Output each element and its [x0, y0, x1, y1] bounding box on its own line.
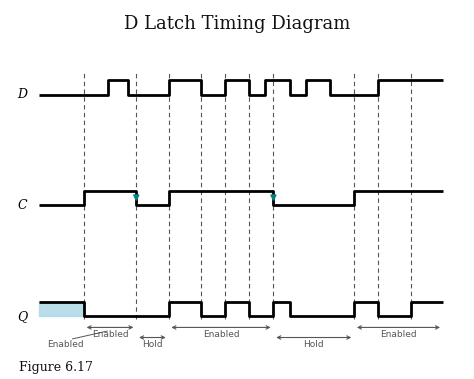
Text: Q: Q — [17, 310, 27, 323]
Text: Hold: Hold — [142, 340, 163, 349]
Text: D: D — [18, 88, 27, 101]
Text: Enabled: Enabled — [380, 330, 417, 339]
Title: D Latch Timing Diagram: D Latch Timing Diagram — [124, 15, 350, 33]
Text: C: C — [18, 199, 27, 212]
Text: Hold: Hold — [303, 340, 324, 349]
Text: Enabled: Enabled — [92, 330, 128, 339]
Text: Enabled: Enabled — [47, 340, 84, 349]
Text: Enabled: Enabled — [203, 330, 239, 339]
Text: Figure 6.17: Figure 6.17 — [19, 362, 93, 374]
